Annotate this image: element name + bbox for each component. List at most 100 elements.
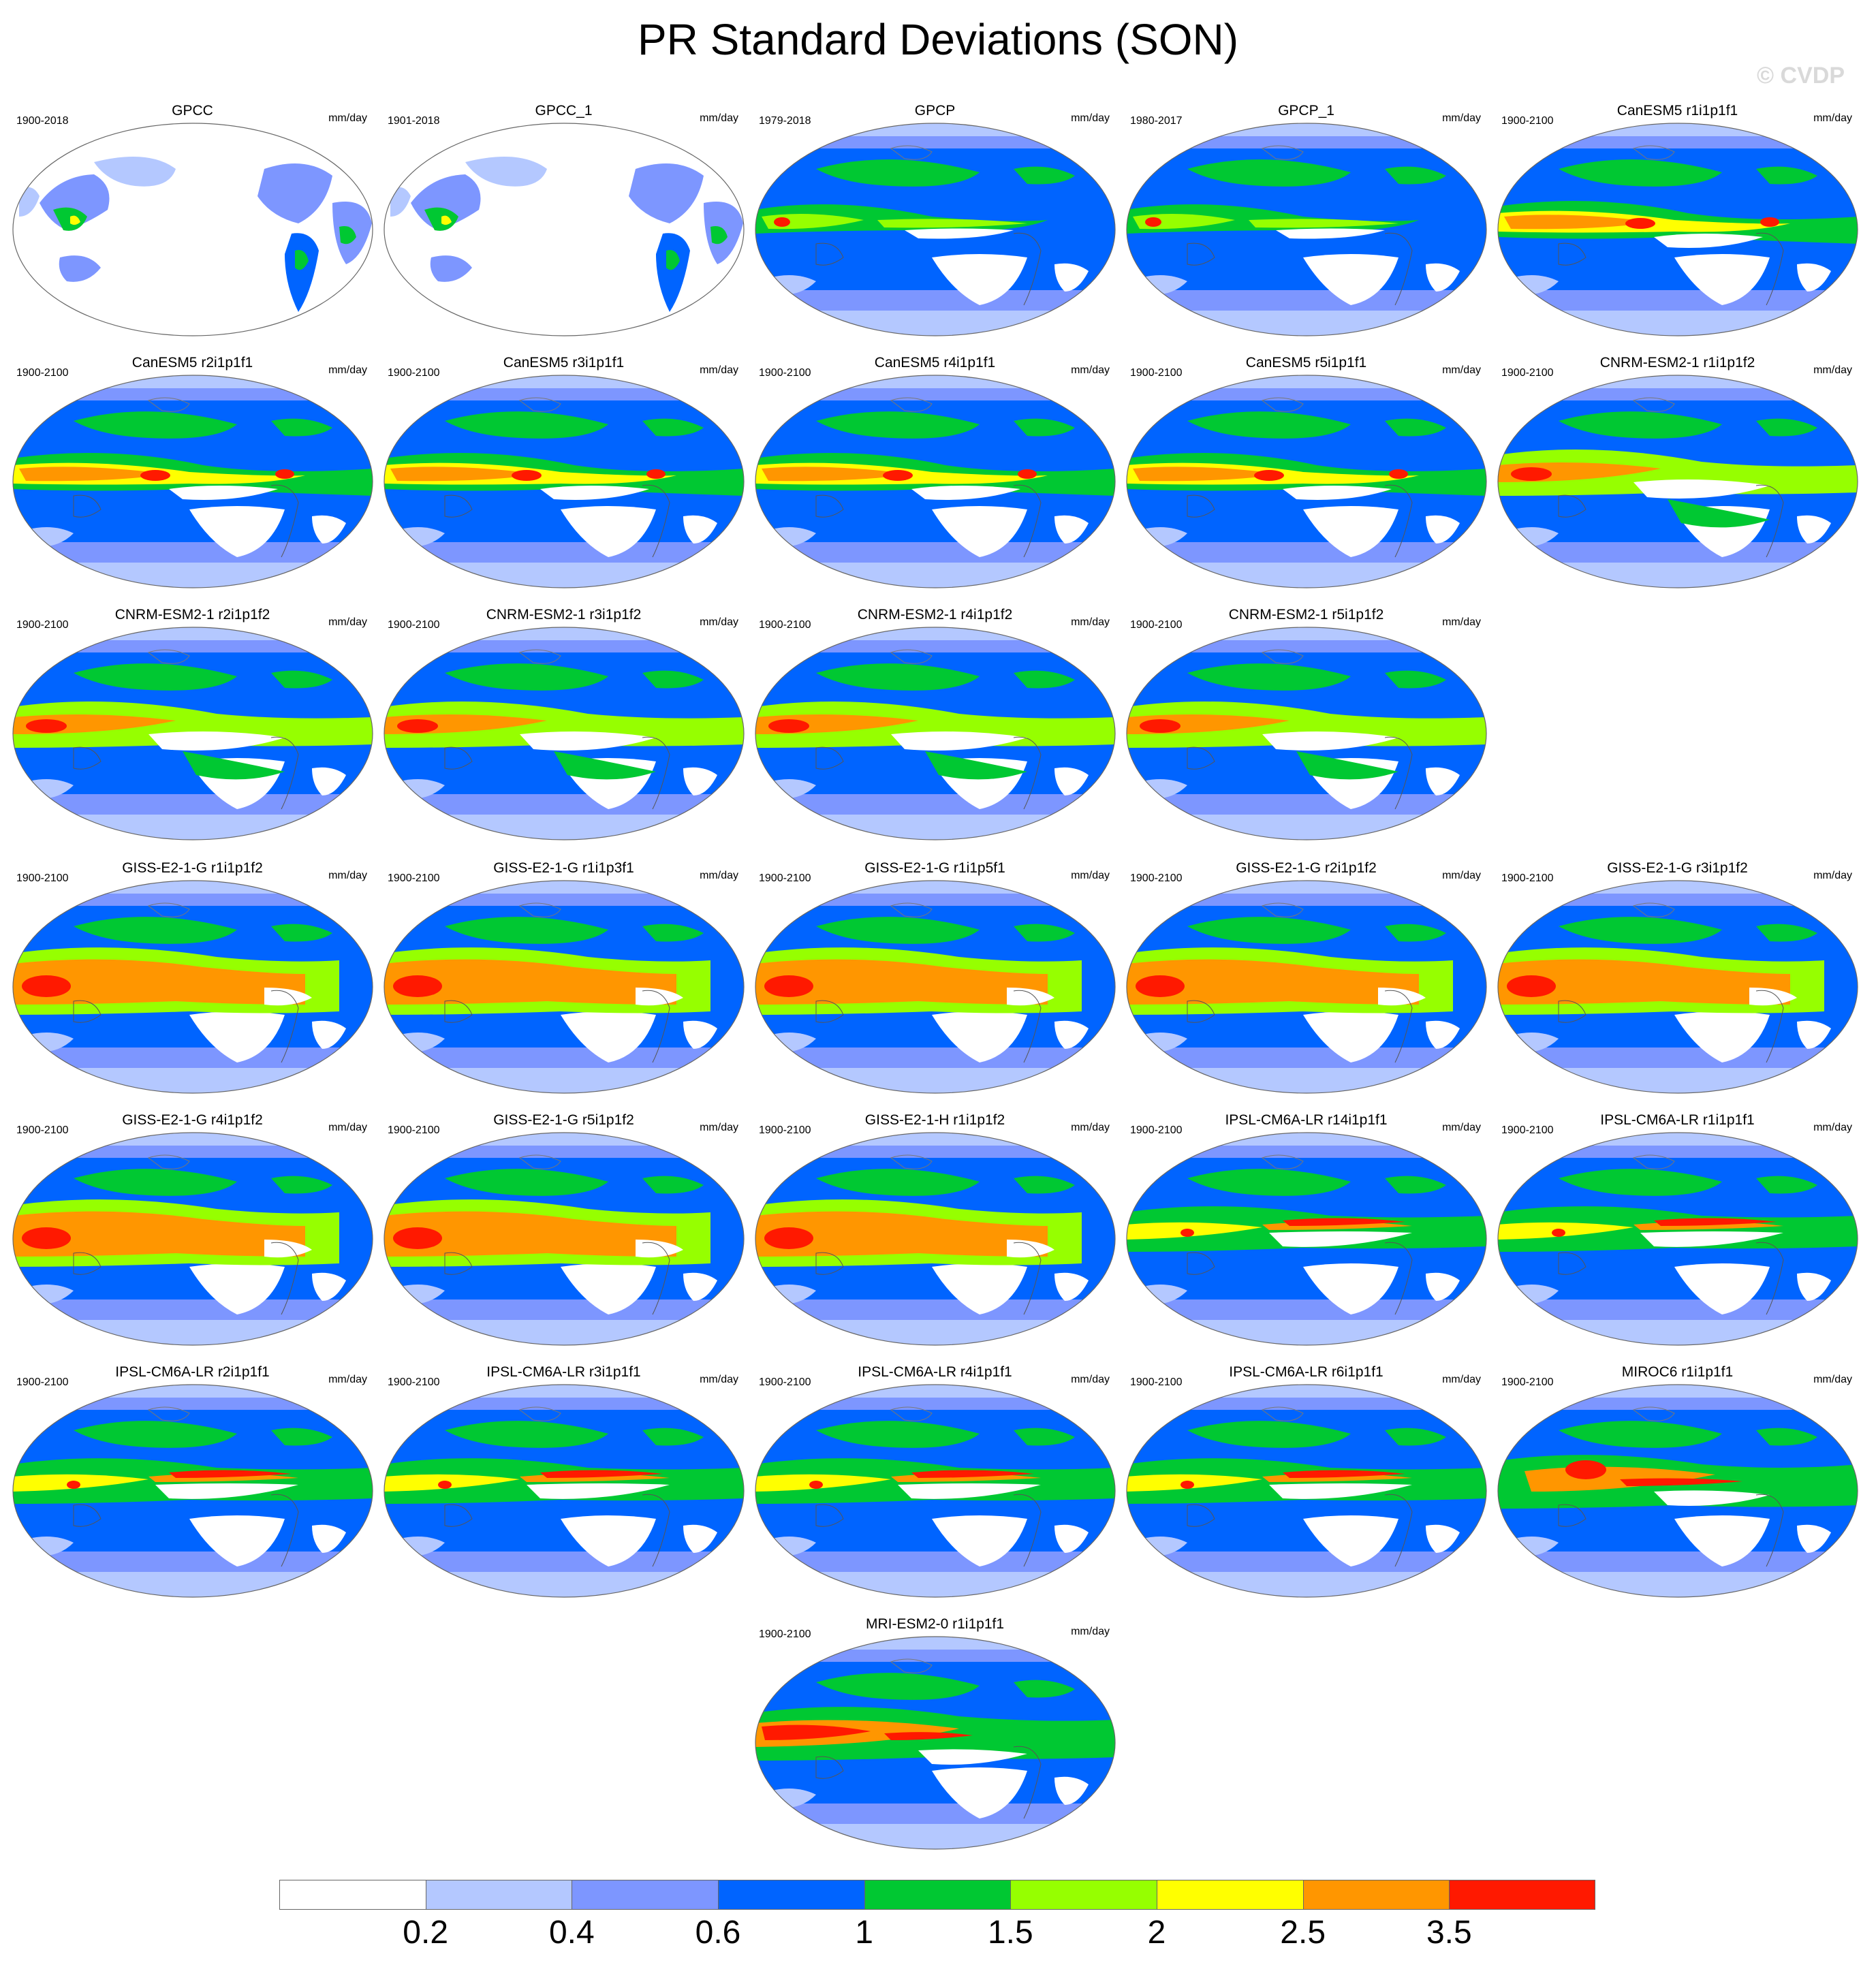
map-panel: CanESM5 r4i1p1f1 1900-2100 mm/day: [749, 354, 1121, 596]
coastline-south-america: [1384, 1242, 1413, 1315]
storm-track-n-pacific: [1559, 1169, 1722, 1196]
rain-max-east-pacific: [646, 469, 666, 479]
coastline-australia: [73, 746, 101, 770]
storm-track-n-pacific: [74, 663, 237, 691]
coastline-australia: [1558, 1000, 1586, 1023]
panel-years: 1900-2100: [759, 1124, 811, 1136]
dry-zone-s-atlantic: [1426, 1020, 1460, 1049]
land-indonesia-max: [441, 215, 452, 225]
land-siberia: [94, 157, 176, 187]
coastline-australia: [815, 1000, 844, 1023]
land-congo: [339, 226, 356, 245]
rain-max-east-pacific: [1389, 469, 1408, 479]
robinson-map: [755, 880, 1116, 1094]
spcz: [183, 751, 285, 780]
land-australia: [59, 255, 101, 282]
land-amazon: [666, 250, 680, 270]
precip-field: [384, 375, 744, 588]
colorbar-swatch: [572, 1880, 718, 1910]
cold-tongue: [520, 731, 656, 751]
panel-units: mm/day: [1071, 112, 1110, 124]
precip-field: [1498, 881, 1858, 1093]
dry-zone-s-atlantic: [1054, 1524, 1089, 1553]
robinson-map: [1126, 880, 1487, 1094]
panel-years: 1900-2100: [759, 1628, 811, 1640]
panel-title: CNRM-ESM2-1 r5i1p1f2: [1228, 607, 1384, 623]
storm-track-n-pacific: [1187, 663, 1351, 691]
map-border: [12, 627, 373, 840]
map-border: [1497, 1384, 1858, 1598]
coastline-australia: [444, 1000, 473, 1023]
map-panel: GISS-E2-1-G r3i1p1f2 1900-2100 mm/day: [1492, 860, 1863, 1101]
map-border: [755, 1636, 1116, 1850]
land-indonesia-max: [70, 215, 80, 225]
panel-title: GISS-E2-1-G r5i1p1f2: [493, 1112, 634, 1128]
map-panel: IPSL-CM6A-LR r4i1p1f1 1900-2100 mm/day: [749, 1364, 1121, 1605]
coastline-australia: [1558, 1252, 1586, 1275]
panel-units: mm/day: [700, 870, 738, 881]
coastline-arctic: [147, 1154, 190, 1169]
map-border: [12, 375, 373, 588]
rain-max-indian: [26, 719, 67, 733]
robinson-map: [12, 1384, 373, 1598]
land-europe: [19, 187, 40, 217]
robinson-map: [1126, 123, 1487, 336]
colorbar-tick-label: 0.4: [548, 1915, 595, 1951]
storm-track-n-atlantic: [642, 418, 704, 437]
rain-max-maritime: [1552, 1229, 1565, 1237]
map-panel: CanESM5 r1i1p1f1 1900-2100 mm/day: [1492, 102, 1863, 344]
dry-zone-s-atlantic: [1054, 263, 1089, 292]
robinson-map: [1497, 123, 1858, 336]
polar-cap-south: [1127, 815, 1486, 840]
panel-years: 1900-2100: [388, 1124, 440, 1136]
land-south-america: [285, 233, 319, 312]
storm-track-n-pacific: [816, 917, 980, 944]
panel-years: 1900-2100: [1501, 872, 1554, 884]
map-border: [755, 123, 1116, 336]
itcz-hot-core: [762, 467, 911, 482]
cold-tongue: [898, 1483, 1041, 1499]
coastline-south-america: [642, 1494, 670, 1567]
map-border: [755, 1132, 1116, 1346]
panel-years: 1900-2100: [1130, 1376, 1183, 1388]
map-panel: GPCC_1 1901-2018 mm/day: [378, 102, 749, 344]
dry-zone-se-pacific: [932, 254, 1027, 305]
polar-cap-south: [1127, 1320, 1486, 1345]
panel-title: GPCC_1: [535, 103, 593, 119]
panel-years: 1900-2100: [16, 872, 69, 884]
map-panel: GPCP_1 1980-2017 mm/day: [1121, 102, 1492, 344]
storm-track-n-atlantic: [1756, 418, 1817, 437]
panel-units: mm/day: [1071, 1374, 1110, 1385]
map-panel: GISS-E2-1-G r1i1p1f2 1900-2100 mm/day: [7, 860, 378, 1101]
coastline-arctic: [147, 1406, 190, 1421]
cold-tongue: [1007, 1240, 1054, 1258]
map-panel: CanESM5 r5i1p1f1 1900-2100 mm/day: [1121, 354, 1492, 596]
panel-years: 1900-2100: [1501, 1376, 1554, 1388]
polar-cap-south: [1127, 1572, 1486, 1597]
panel-title: GISS-E2-1-G r1i1p1f2: [122, 860, 263, 876]
panel-units: mm/day: [328, 364, 367, 376]
dry-zone-s-atlantic: [312, 515, 346, 544]
rain-max-indian: [1140, 719, 1181, 733]
rain-max-itcz: [1283, 1218, 1405, 1226]
dry-zone-se-pacific: [561, 1515, 656, 1566]
panel-years: 1900-2100: [1130, 367, 1183, 379]
panel-title: GISS-E2-1-G r4i1p1f2: [122, 1112, 263, 1128]
coastline-south-america: [1384, 232, 1413, 306]
rain-max-itcz: [1283, 1470, 1405, 1478]
map-border: [1126, 123, 1487, 336]
map-panel: IPSL-CM6A-LR r14i1p1f1 1900-2100 mm/day: [1121, 1112, 1492, 1353]
map-panel: IPSL-CM6A-LR r2i1p1f1 1900-2100 mm/day: [7, 1364, 378, 1605]
cold-tongue: [527, 1483, 670, 1499]
coastline-arctic: [518, 1406, 561, 1421]
itcz-belt: [384, 702, 744, 748]
rain-max-indian: [768, 719, 809, 733]
coastline-australia: [1187, 1252, 1215, 1275]
storm-track-n-atlantic: [1385, 1176, 1446, 1194]
dry-zone-se-pacific: [561, 1011, 656, 1062]
rain-max-west-pacific: [1254, 470, 1284, 481]
coastline-australia: [1187, 1000, 1215, 1023]
coastline-arctic: [1261, 1406, 1304, 1421]
coastline-australia: [815, 494, 844, 518]
panel-title: IPSL-CM6A-LR r14i1p1f1: [1225, 1112, 1388, 1128]
